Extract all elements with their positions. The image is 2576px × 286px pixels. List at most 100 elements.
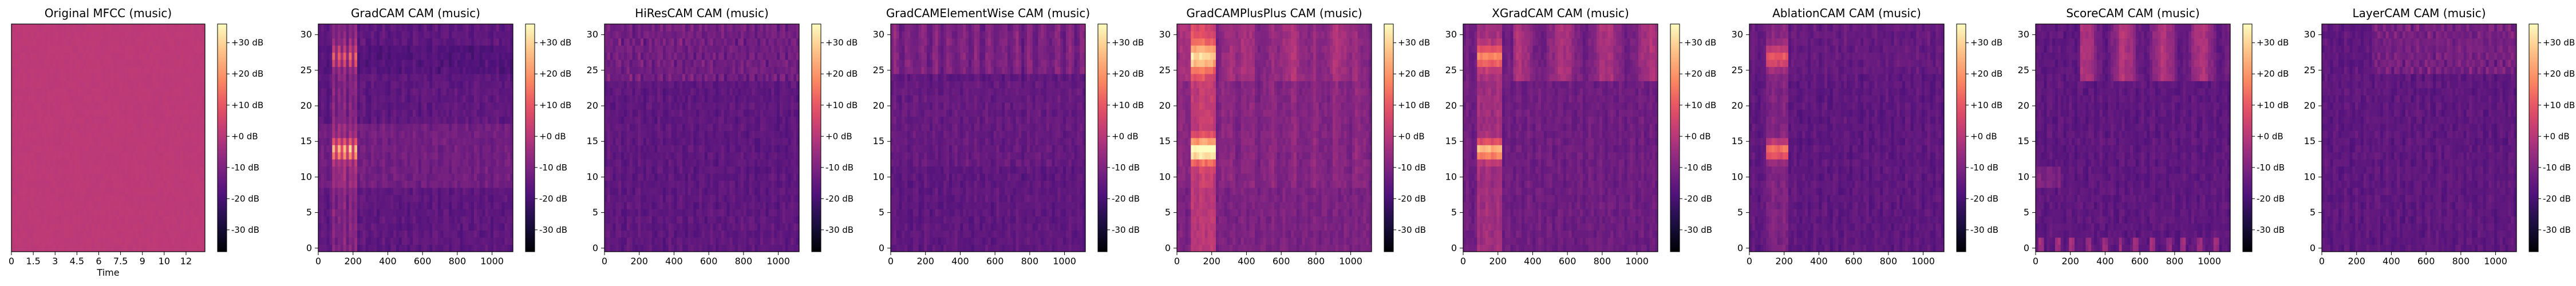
heatmap-cell xyxy=(638,159,641,167)
heatmap-cell xyxy=(69,237,73,245)
heatmap-cell xyxy=(474,138,477,145)
heatmap-cell xyxy=(446,223,449,231)
heatmap-cell xyxy=(169,31,172,39)
heatmap-cell xyxy=(100,194,103,202)
heatmap-cell xyxy=(404,88,408,96)
heatmap-cell xyxy=(17,95,20,103)
heatmap-cell xyxy=(136,95,139,103)
heatmap-cell xyxy=(141,124,145,131)
heatmap-cell xyxy=(607,145,611,153)
heatmap-cell xyxy=(468,45,472,53)
heatmap-cell xyxy=(452,223,455,231)
heatmap-cell xyxy=(482,74,485,81)
heatmap-cell xyxy=(47,138,50,145)
colorbar-tick-label: +30 dB xyxy=(539,38,571,48)
heatmap-cell xyxy=(53,74,56,81)
heatmap-cell xyxy=(388,88,391,96)
heatmap-cell xyxy=(435,209,438,217)
heatmap-cell xyxy=(407,66,410,74)
heatmap-cell xyxy=(493,230,497,238)
heatmap-cell xyxy=(626,45,630,53)
heatmap-cell xyxy=(368,95,372,103)
heatmap-cell xyxy=(393,88,397,96)
heatmap-cell xyxy=(66,209,70,217)
heatmap-cell xyxy=(97,74,100,81)
heatmap-cell xyxy=(410,59,413,67)
heatmap-cell xyxy=(504,216,508,224)
heatmap-cell xyxy=(188,38,192,46)
heatmap-cell xyxy=(377,159,380,167)
heatmap-cell xyxy=(340,59,344,67)
heatmap-cell xyxy=(180,145,183,153)
colorbar-tick-label: -30 dB xyxy=(539,225,567,235)
heatmap-cell xyxy=(457,244,461,252)
heatmap-cell xyxy=(329,138,333,145)
heatmap-cell xyxy=(147,66,150,74)
heatmap-cell xyxy=(329,194,333,202)
heatmap-cell xyxy=(605,52,608,60)
heatmap-cell xyxy=(496,138,500,145)
heatmap-cell xyxy=(424,116,427,124)
heatmap-cell xyxy=(351,152,355,160)
heatmap-cell xyxy=(100,188,103,195)
heatmap-cell xyxy=(155,109,159,117)
heatmap-cell xyxy=(429,194,433,202)
heatmap-cell xyxy=(638,124,641,131)
heatmap-cell xyxy=(437,31,441,39)
heatmap-cell xyxy=(199,59,203,67)
heatmap-cell xyxy=(130,95,133,103)
heatmap-cell xyxy=(379,209,383,217)
heatmap-cell xyxy=(157,180,161,188)
heatmap-cell xyxy=(382,59,385,67)
heatmap-cell xyxy=(127,230,131,238)
heatmap-cell xyxy=(613,145,616,153)
heatmap-cell xyxy=(485,152,488,160)
heatmap-cell xyxy=(476,180,480,188)
heatmap-cell xyxy=(92,102,95,110)
heatmap-cell xyxy=(139,116,142,124)
heatmap-cell xyxy=(635,74,638,81)
heatmap-cell xyxy=(432,152,436,160)
heatmap-cell xyxy=(468,74,472,81)
heatmap-cell xyxy=(340,109,344,117)
heatmap-cell xyxy=(163,116,167,124)
heatmap-cell xyxy=(188,244,192,252)
heatmap-cell xyxy=(33,188,37,195)
heatmap-cell xyxy=(50,124,53,131)
heatmap-cell xyxy=(390,166,394,174)
heatmap-cell xyxy=(638,216,641,224)
heatmap-cell xyxy=(11,166,15,174)
heatmap-cell xyxy=(440,102,444,110)
heatmap-cell xyxy=(113,159,117,167)
heatmap-cell xyxy=(66,188,70,195)
heatmap-cell xyxy=(318,130,322,138)
heatmap-cell xyxy=(199,173,203,181)
heatmap-cell xyxy=(624,88,627,96)
heatmap-cell xyxy=(122,216,125,224)
heatmap-cell xyxy=(424,95,427,103)
heatmap-cell xyxy=(113,88,117,96)
heatmap-cell xyxy=(354,59,358,67)
heatmap-cell xyxy=(501,124,505,131)
heatmap-cell xyxy=(105,237,109,245)
heatmap-cell xyxy=(382,209,385,217)
heatmap-cell xyxy=(382,88,385,96)
heatmap-cell xyxy=(629,230,633,238)
heatmap-cell xyxy=(388,166,391,174)
heatmap-cell xyxy=(626,145,630,153)
heatmap-cell xyxy=(323,38,327,46)
heatmap-cell xyxy=(455,201,458,209)
heatmap-cell xyxy=(377,66,380,74)
colorbar-gradient xyxy=(217,23,227,252)
heatmap-cell xyxy=(377,95,380,103)
heatmap-cell xyxy=(351,180,355,188)
heatmap-cell xyxy=(19,180,23,188)
heatmap-cell xyxy=(474,180,477,188)
heatmap-cell xyxy=(136,230,139,238)
heatmap-cell xyxy=(449,109,452,117)
heatmap-cell xyxy=(152,81,156,89)
heatmap-cell xyxy=(377,180,380,188)
heatmap-cell xyxy=(17,116,20,124)
heatmap-cell xyxy=(621,145,625,153)
heatmap-cell xyxy=(318,138,322,145)
